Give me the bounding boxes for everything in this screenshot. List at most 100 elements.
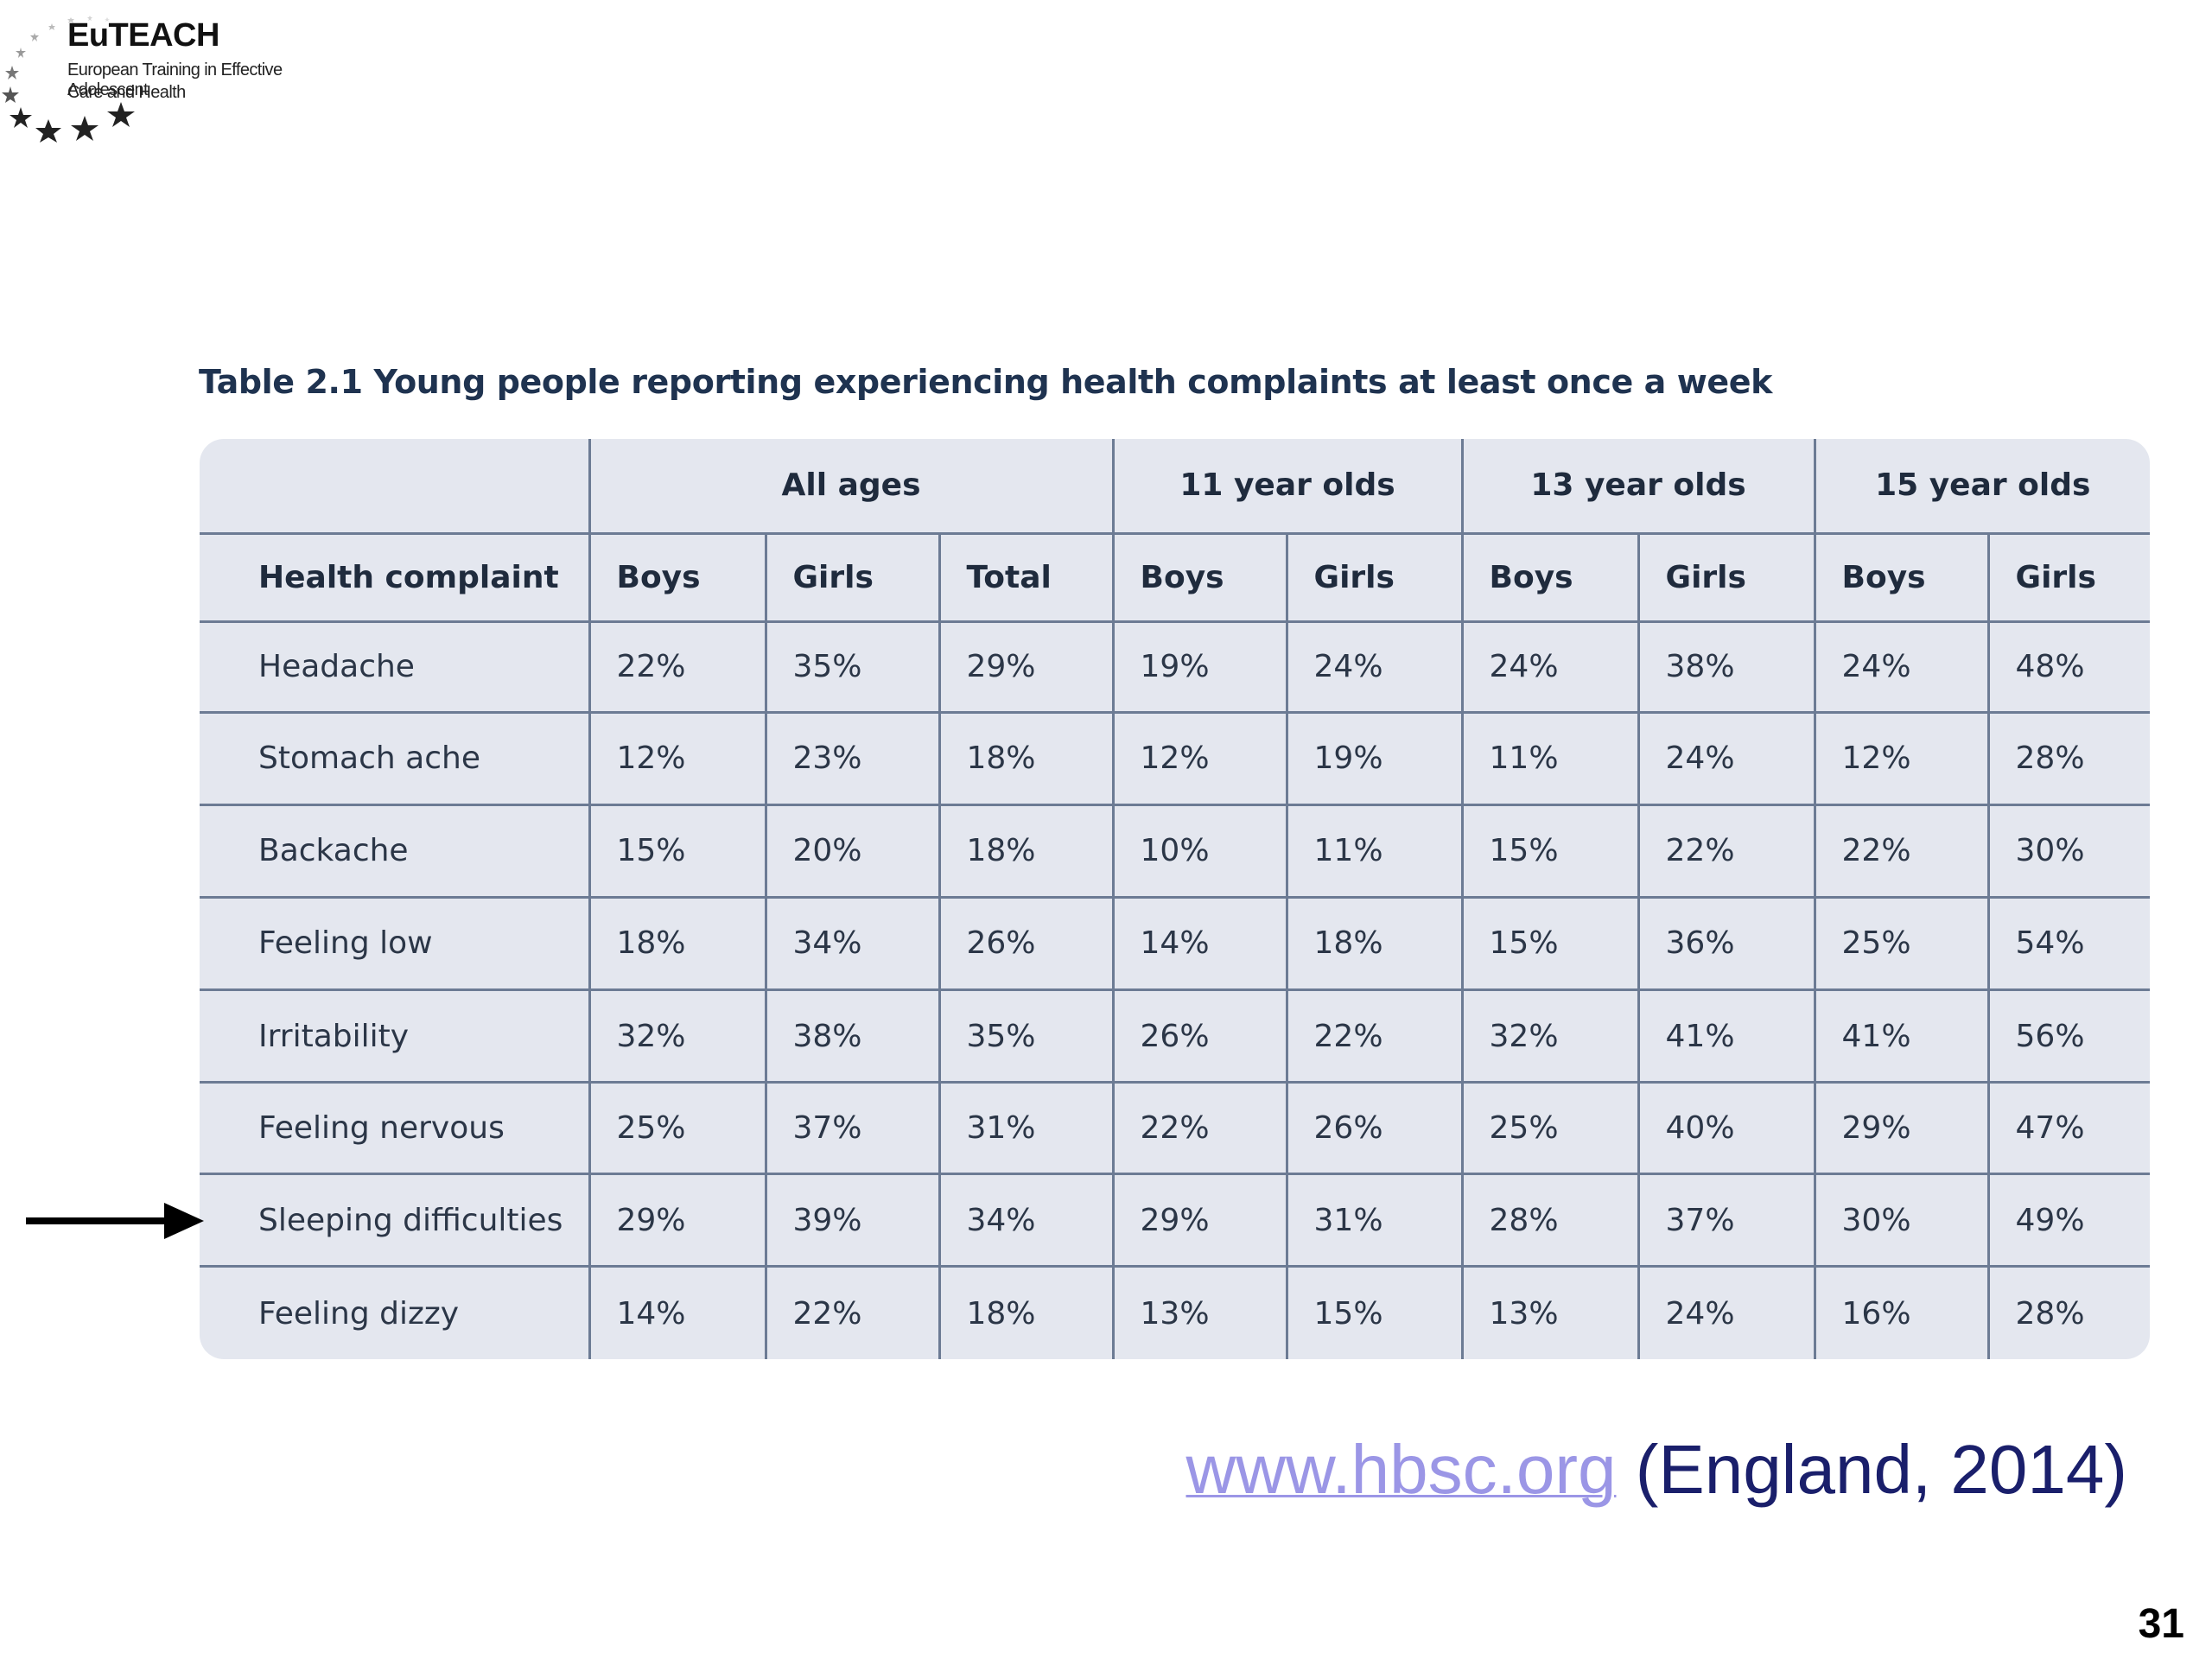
complaint-label: Backache (200, 803, 591, 899)
percentage-cell: 23% (764, 710, 941, 806)
table-caption: Table 2.1 Young people reporting experie… (199, 363, 1773, 401)
percentage-cell: 32% (1460, 988, 1640, 1084)
percentage-cell: 24% (1460, 621, 1640, 714)
complaint-label: Feeling nervous (200, 1081, 591, 1176)
percentage-cell: 32% (588, 988, 767, 1084)
complaint-label: Feeling low (200, 895, 591, 991)
percentage-cell: 18% (938, 803, 1115, 899)
hbsc-link[interactable]: www.hbsc.org (1185, 1431, 1617, 1508)
percentage-cell: 29% (1111, 1173, 1288, 1268)
percentage-cell: 10% (1111, 803, 1288, 899)
percentage-cell: 15% (588, 803, 767, 899)
column-header: Boys (1111, 531, 1288, 623)
column-header-complaint: Health complaint (200, 531, 591, 623)
percentage-cell: 49% (1986, 1173, 2150, 1268)
percentage-cell: 39% (764, 1173, 941, 1268)
column-header: Girls (1637, 531, 1816, 623)
logo-title: EuTEACH (67, 17, 219, 54)
percentage-cell: 28% (1986, 710, 2150, 806)
percentage-cell: 15% (1460, 895, 1640, 991)
table-row: Headache 22% 35% 29% 19% 24% 24% 38% 24% 48% (200, 621, 2150, 714)
percentage-cell: 12% (1111, 710, 1288, 806)
complaint-label: Sleeping difficulties (200, 1173, 591, 1268)
column-header-row: Health complaint Boys Girls Total Boys Girls B… (200, 531, 2150, 623)
table-row: Feeling nervous 25% 37% 31% 22% 26% 25% 40% 29% 4… (200, 1081, 2150, 1176)
table-row: Backache 15% 20% 18% 10% 11% 15% 22% 22% 30% (200, 803, 2150, 899)
percentage-cell: 24% (1637, 1265, 1816, 1359)
age-group-header: 15 year olds (1813, 439, 2150, 535)
percentage-cell: 28% (1460, 1173, 1640, 1268)
column-header: Girls (1986, 531, 2150, 623)
table-row: Stomach ache 12% 23% 18% 12% 19% 11% 24% 12% 28% (200, 710, 2150, 806)
percentage-cell: 24% (1637, 710, 1816, 806)
percentage-cell: 30% (1813, 1173, 1990, 1268)
euteach-logo: EuTEACH European Training in Effective A… (0, 0, 363, 164)
health-complaints-table: All ages 11 year olds 13 year olds 15 ye… (200, 439, 2150, 1359)
page-number: 31 (2138, 1601, 2184, 1647)
percentage-cell: 22% (764, 1265, 941, 1359)
percentage-cell: 30% (1986, 803, 2150, 899)
table-row: Feeling low 18% 34% 26% 14% 18% 15% 36% 25% 54% (200, 895, 2150, 991)
complaint-label: Headache (200, 621, 591, 714)
percentage-cell: 16% (1813, 1265, 1990, 1359)
percentage-cell: 34% (938, 1173, 1115, 1268)
percentage-cell: 14% (1111, 895, 1288, 991)
source-note: (England, 2014) (1616, 1431, 2127, 1508)
percentage-cell: 40% (1637, 1081, 1816, 1176)
percentage-cell: 38% (1637, 621, 1816, 714)
percentage-cell: 26% (938, 895, 1115, 991)
percentage-cell: 56% (1986, 988, 2150, 1084)
percentage-cell: 12% (588, 710, 767, 806)
logo-subtitle-line1: European Training in Effective Adolescen… (67, 60, 283, 99)
percentage-cell: 22% (1637, 803, 1816, 899)
percentage-cell: 38% (764, 988, 941, 1084)
percentage-cell: 37% (764, 1081, 941, 1176)
column-header: Girls (1285, 531, 1464, 623)
column-header: Boys (1460, 531, 1640, 623)
percentage-cell: 25% (1813, 895, 1990, 991)
percentage-cell: 11% (1285, 803, 1464, 899)
percentage-cell: 11% (1460, 710, 1640, 806)
empty-header-cell (200, 439, 591, 535)
percentage-cell: 29% (1813, 1081, 1990, 1176)
percentage-cell: 12% (1813, 710, 1990, 806)
complaint-label: Irritability (200, 988, 591, 1084)
percentage-cell: 18% (938, 710, 1115, 806)
percentage-cell: 26% (1111, 988, 1288, 1084)
complaint-label: Feeling dizzy (200, 1265, 591, 1359)
source-citation: www.hbsc.org (England, 2014) (1186, 1430, 2128, 1510)
percentage-cell: 22% (588, 621, 767, 714)
percentage-cell: 18% (1285, 895, 1464, 991)
percentage-cell: 25% (588, 1081, 767, 1176)
percentage-cell: 48% (1986, 621, 2150, 714)
percentage-cell: 22% (1111, 1081, 1288, 1176)
percentage-cell: 41% (1637, 988, 1816, 1084)
percentage-cell: 19% (1111, 621, 1288, 714)
percentage-cell: 34% (764, 895, 941, 991)
percentage-cell: 47% (1986, 1081, 2150, 1176)
complaint-label: Stomach ache (200, 710, 591, 806)
percentage-cell: 54% (1986, 895, 2150, 991)
percentage-cell: 31% (1285, 1173, 1464, 1268)
percentage-cell: 22% (1285, 988, 1464, 1084)
percentage-cell: 28% (1986, 1265, 2150, 1359)
percentage-cell: 13% (1111, 1265, 1288, 1359)
percentage-cell: 15% (1285, 1265, 1464, 1359)
percentage-cell: 26% (1285, 1081, 1464, 1176)
table-row: Feeling dizzy 14% 22% 18% 13% 15% 13% 24% 16% 28% (200, 1265, 2150, 1359)
percentage-cell: 18% (588, 895, 767, 991)
arrow-right-icon (26, 1203, 204, 1239)
age-group-header: All ages (588, 439, 1115, 535)
percentage-cell: 18% (938, 1265, 1115, 1359)
percentage-cell: 31% (938, 1081, 1115, 1176)
percentage-cell: 22% (1813, 803, 1990, 899)
percentage-cell: 41% (1813, 988, 1990, 1084)
age-group-header: 13 year olds (1460, 439, 1816, 535)
age-group-header-row: All ages 11 year olds 13 year olds 15 ye… (200, 439, 2150, 535)
percentage-cell: 37% (1637, 1173, 1816, 1268)
percentage-cell: 25% (1460, 1081, 1640, 1176)
percentage-cell: 24% (1813, 621, 1990, 714)
percentage-cell: 36% (1637, 895, 1816, 991)
percentage-cell: 24% (1285, 621, 1464, 714)
column-header: Boys (588, 531, 767, 623)
